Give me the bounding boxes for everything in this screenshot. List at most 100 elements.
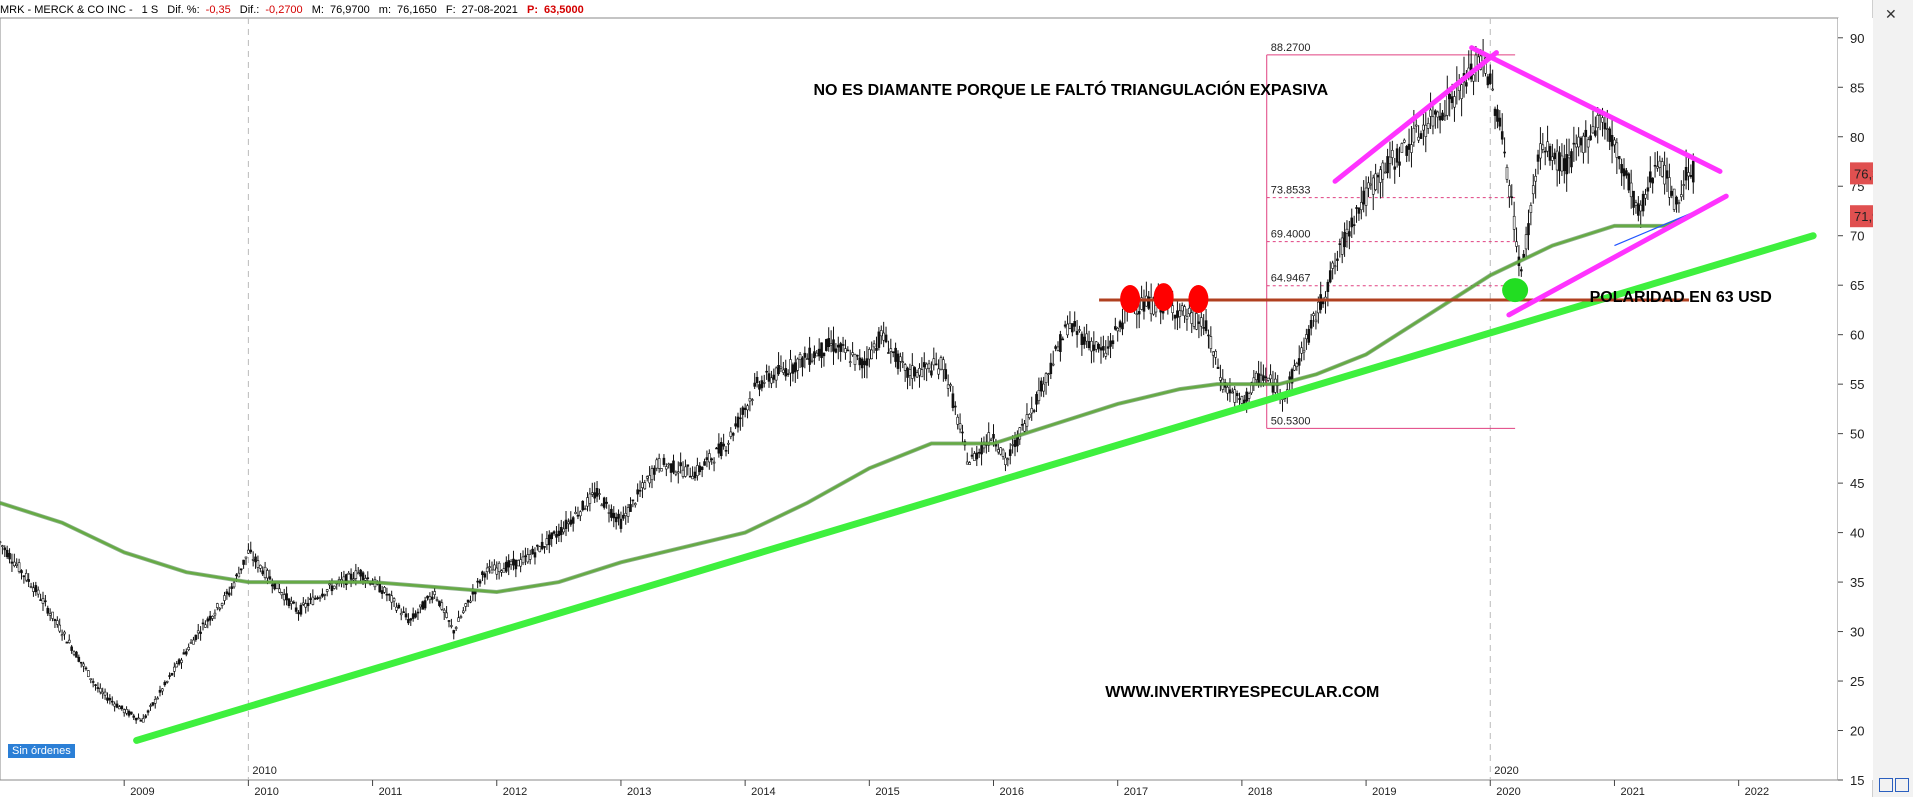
candle-body [108,697,112,701]
candle-body [973,453,976,461]
candle-body [1515,241,1518,247]
candle-body [502,568,506,573]
candle-body [1137,311,1141,315]
candle-body [325,589,329,592]
candle-body [1391,150,1394,158]
candle-body [1553,152,1557,160]
candle-body [1615,142,1619,158]
dif-pct-value: -0,35 [205,4,231,16]
candle-body [1426,123,1430,129]
candle-body [1422,124,1425,131]
candle-body [175,663,179,668]
candle-body [1589,135,1592,141]
candle-body [1013,439,1017,447]
candle-body [5,549,9,558]
save-icon[interactable] [1879,778,1893,792]
candle-body [96,687,100,689]
candle-body [700,466,704,470]
candle-body [1071,323,1074,333]
candle-body [581,500,585,511]
candle-body [10,561,14,564]
y-tick-label: 20 [1850,724,1864,739]
symbol-label: MRK - MERCK & CO INC - [0,4,136,16]
red-touch-marker [1188,285,1209,314]
candle-body [1197,321,1201,324]
candle-body [139,719,143,722]
candle-body [333,585,336,589]
candle-body [641,482,644,489]
candle-body [282,594,286,601]
candle-body [614,516,618,523]
candle-body [922,362,926,368]
candle-body [619,518,623,529]
candle-body [1448,93,1451,100]
candle-body [1460,84,1463,99]
candle-body [302,602,305,605]
candle-body [1651,177,1654,184]
candle-body [297,612,300,615]
candle-body [1240,396,1244,404]
candle-body [1066,323,1069,336]
minimize-icon[interactable] [1895,778,1909,792]
candle-body [306,602,310,607]
candle-body [32,587,35,592]
candle-body [1644,194,1647,199]
candle-body [1603,122,1607,130]
candle-body [249,549,253,553]
candle-body [452,630,456,634]
candle-body [438,600,441,606]
candle-body [851,352,854,356]
candle-body [1551,156,1554,161]
candle-body [934,363,938,366]
candle-body [1245,391,1248,402]
candle-body [24,573,28,581]
red-touch-marker [1120,285,1141,314]
candle-body [239,568,243,571]
candle-body [992,434,995,439]
candle-body [416,611,420,614]
candle-body [681,469,685,477]
candle-body [44,600,47,603]
candle-body [423,600,427,609]
candle-body [1297,358,1301,366]
candle-body [1352,224,1356,226]
candle-body [901,361,905,364]
candle-body [884,334,888,343]
candle-body [545,538,549,546]
candle-body [1173,314,1177,319]
candle-body [524,555,527,558]
candle-body [1219,377,1222,381]
candle-body [832,339,835,352]
candle-body [1405,146,1408,156]
candle-body [784,368,788,377]
candle-body [1293,365,1296,371]
candle-body [944,369,948,380]
candle-body [387,593,391,596]
candle-body [1204,320,1208,332]
candle-body [956,416,959,425]
close-icon[interactable]: ✕ [1885,6,1897,22]
candle-body [1629,182,1633,198]
x-tick-label: 2017 [1124,786,1148,797]
candle-body [1386,156,1389,174]
candle-body [1111,340,1115,345]
timeframe-label[interactable]: 1 S [141,4,159,16]
candle-body [1094,341,1098,350]
candle-body [101,691,104,694]
candle-body [958,423,962,430]
close-label: P: [526,4,538,16]
candle-body [469,600,472,603]
x-tick-label: 2022 [1745,786,1769,797]
date-value: 27-08-2021 [461,4,518,16]
candle-body [48,613,52,616]
candle-body [872,343,876,348]
candle-body [1114,326,1117,330]
candle-body [130,711,133,715]
candle-body [791,364,795,374]
candle-body [858,357,862,366]
orders-status-badge[interactable]: Sin órdenes [8,744,75,758]
candle-body [87,670,90,677]
candle-body [347,572,350,575]
candle-body [1665,170,1669,179]
